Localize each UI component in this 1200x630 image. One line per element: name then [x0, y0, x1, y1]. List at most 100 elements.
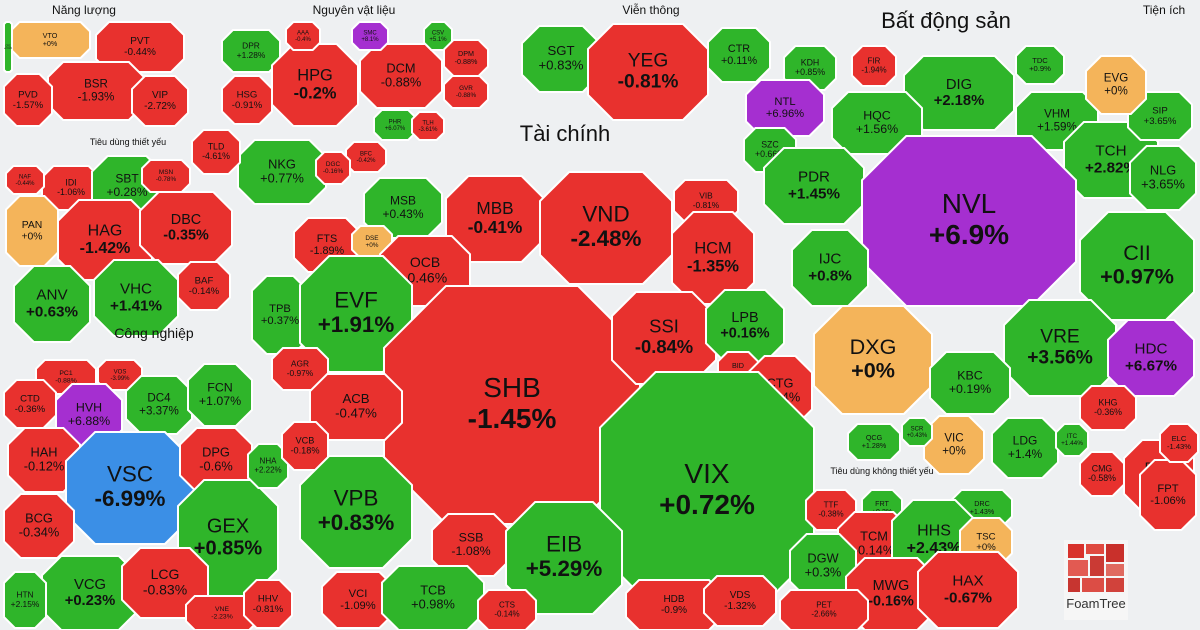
tile-bsr[interactable]: BSR-1.93%	[47, 61, 145, 121]
tile-tcb[interactable]: TCB+0.98%	[381, 565, 485, 630]
tile-vnd[interactable]: VND-2.48%	[539, 171, 673, 285]
tile-ijc[interactable]: IJC+0.8%	[791, 229, 869, 307]
tile-vix[interactable]: VIX+0.72%	[599, 371, 815, 611]
tile-vci[interactable]: VCI-1.09%	[321, 571, 395, 629]
tile-htn[interactable]: HTN+2.15%	[3, 571, 47, 629]
tile-vto[interactable]: VTO+0%	[9, 21, 91, 59]
tile-pvd[interactable]: PVD-1.57%	[3, 73, 53, 127]
tile-sip[interactable]: SIP+3.65%	[1127, 91, 1193, 141]
tile-vre[interactable]: VRE+3.56%	[1003, 299, 1117, 397]
tile-hhv[interactable]: HHV-0.81%	[243, 579, 293, 629]
tile-vds[interactable]: VDS-1.32%	[703, 575, 777, 627]
tile-hdc[interactable]: HDC+6.67%	[1107, 319, 1195, 397]
tile-nlg[interactable]: NLG+3.65%	[1129, 145, 1197, 211]
tile-hsg[interactable]: HSG-0.91%	[221, 75, 273, 125]
tile-dse[interactable]: DSE+0%	[351, 225, 393, 259]
tile-pvt[interactable]: PVT-0.44%	[95, 21, 185, 73]
tile-elc[interactable]: ELC-1.43%	[1159, 423, 1199, 463]
tile-naf[interactable]: NAF-0.44%	[5, 165, 45, 195]
tile-qcg[interactable]: QCG+1.28%	[847, 423, 901, 461]
tile-vip[interactable]: VIP-2.72%	[131, 75, 189, 127]
tile-symbol: HAH	[30, 444, 57, 459]
tile-phr[interactable]: PHR+6.07%	[373, 109, 417, 141]
tile-ldg[interactable]: LDG+1.4%	[991, 417, 1059, 479]
tile-change: -6.99%	[95, 486, 166, 511]
tile-ssb[interactable]: SSB-1.08%	[431, 513, 511, 577]
tile-hcm[interactable]: HCM-1.35%	[671, 211, 755, 305]
tile-hah[interactable]: HAH-0.12%	[7, 427, 81, 493]
tile-ctd[interactable]: CTD-0.36%	[3, 379, 57, 429]
tile-msn[interactable]: MSN-0.78%	[141, 159, 191, 193]
tile-cmg[interactable]: CMG-0.58%	[1079, 451, 1125, 497]
tile-ssi[interactable]: SSI-0.84%	[611, 291, 717, 385]
tile-scr[interactable]: SCR+0.43%	[901, 417, 933, 447]
tile-dcm[interactable]: DCM-0.88%	[359, 43, 443, 109]
tile-change: +0.19%	[949, 382, 991, 396]
tile-symbol: SMC	[363, 30, 377, 36]
tile-symbol: LDG	[1013, 434, 1038, 448]
tile-shape	[779, 589, 869, 630]
tile-vcb[interactable]: VCB-0.18%	[281, 421, 329, 471]
sector-title: Viễn thông	[622, 2, 679, 17]
tile-baf[interactable]: BAF-0.14%	[177, 261, 231, 311]
tile-vsc[interactable]: VSC-6.99%	[65, 431, 195, 545]
tile-eib[interactable]: EIB+5.29%	[505, 501, 623, 615]
tile-hax[interactable]: HAX-0.67%	[917, 551, 1019, 629]
tile-symbol: CII	[1123, 240, 1151, 265]
tile-mbb[interactable]: MBB-0.41%	[445, 175, 545, 263]
tile-gvr[interactable]: GVR-0.88%	[443, 75, 489, 109]
tile-khg[interactable]: KHG-0.36%	[1079, 385, 1137, 431]
tile-acb[interactable]: ACB-0.47%	[309, 373, 403, 441]
tile-evg[interactable]: EVG+0%	[1085, 55, 1147, 115]
tile-dpm[interactable]: DPM-0.88%	[443, 39, 489, 77]
tile-evf[interactable]: EVF+1.91%	[299, 255, 413, 373]
tile-yeg[interactable]: YEG-0.81%	[587, 23, 709, 121]
tile-nkg[interactable]: NKG+0.77%	[237, 139, 327, 205]
tile-vhc[interactable]: VHC+1.41%	[93, 259, 179, 337]
tile-dc4[interactable]: DC4+3.37%	[125, 375, 193, 435]
tile-bfc[interactable]: BFC-0.42%	[345, 141, 387, 173]
tile-shape	[587, 23, 709, 121]
tile-dbc[interactable]: DBC-0.35%	[139, 191, 233, 265]
tile-fcn[interactable]: FCN+1.07%	[187, 363, 253, 427]
tile-fir[interactable]: FIR-1.94%	[851, 45, 897, 87]
tile-dgw[interactable]: DGW+0.3%	[789, 533, 857, 599]
tile-change: +0.43%	[382, 207, 423, 221]
tile-ctr[interactable]: CTR+0.11%	[707, 27, 771, 83]
tile-fpt[interactable]: FPT-1.06%	[1139, 459, 1197, 531]
tile-change: -0.12%	[24, 458, 65, 473]
tile-change: +1.41%	[110, 297, 162, 314]
tile-change: -4.61%	[202, 151, 230, 161]
tile-dpr[interactable]: DPR+1.28%	[221, 29, 281, 73]
tile-hpg[interactable]: HPG-0.2%	[271, 43, 359, 127]
tile-nvl[interactable]: NVL+6.9%	[861, 135, 1077, 307]
tile-hqc[interactable]: HQC+1.56%	[831, 91, 923, 155]
tile-ntl[interactable]: NTL+6.96%	[745, 79, 825, 137]
tile-vpb[interactable]: VPB+0.83%	[299, 455, 413, 569]
tile-tlh[interactable]: TLH-3.61%	[411, 111, 445, 141]
tile-hvh[interactable]: HVH+6.88%	[55, 383, 123, 447]
tile-sgt[interactable]: SGT+0.83%	[521, 25, 601, 93]
tile-cts[interactable]: CTS-0.14%	[477, 589, 537, 630]
tile-symbol: DPR	[242, 41, 260, 51]
tile-csv[interactable]: CSV+5.1%	[423, 21, 453, 51]
tile-crc[interactable]: CRC+2.91%	[3, 21, 13, 73]
tile-tdc[interactable]: TDC+0.9%	[1015, 45, 1065, 85]
tile-pan[interactable]: PAN+0%	[5, 195, 59, 267]
tile-anv[interactable]: ANV+0.63%	[13, 265, 91, 343]
tile-pdr[interactable]: PDR+1.45%	[763, 147, 865, 225]
tile-cii[interactable]: CII+0.97%	[1079, 211, 1195, 321]
tile-bcg[interactable]: BCG-0.34%	[3, 493, 75, 559]
tile-dgc[interactable]: DGC-0.16%	[315, 151, 351, 185]
tile-dig[interactable]: DIG+2.18%	[903, 55, 1015, 131]
tile-change: -1.08%	[451, 544, 490, 558]
tile-itc[interactable]: ITC+1.44%	[1055, 423, 1089, 457]
tile-pet[interactable]: PET-2.66%	[779, 589, 869, 630]
tile-kbc[interactable]: KBC+0.19%	[929, 351, 1011, 415]
tile-msb[interactable]: MSB+0.43%	[363, 177, 443, 239]
tile-lcg[interactable]: LCG-0.83%	[121, 547, 209, 619]
tile-smc[interactable]: SMC+8.1%	[351, 21, 389, 51]
tile-dxg[interactable]: DXG+0%	[813, 305, 933, 415]
tile-aaa[interactable]: AAA-0.4%	[285, 21, 321, 51]
tile-tld[interactable]: TLD-4.61%	[191, 129, 241, 175]
